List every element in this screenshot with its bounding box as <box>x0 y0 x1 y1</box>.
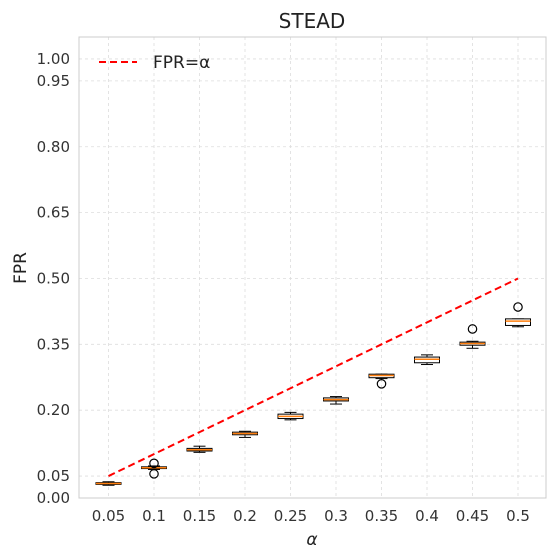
x-tick-label: 0.5 <box>506 507 530 525</box>
box-outlier <box>149 458 159 469</box>
x-tick-label: 0.1 <box>142 507 166 525</box>
x-tick-label: 0.05 <box>92 507 125 525</box>
box-0.45 <box>459 324 486 349</box>
x-tick-label: 0.15 <box>183 507 216 525</box>
boxes <box>95 302 531 486</box>
x-tick-label: 0.4 <box>415 507 439 525</box>
legend: FPR=α <box>99 53 210 73</box>
y-tick-label: 0.35 <box>37 335 70 353</box>
reference-line <box>108 277 519 477</box>
box-0.2 <box>232 430 258 438</box>
box-0.25 <box>277 411 304 421</box>
plot-frame <box>78 36 547 499</box>
x-tick-label: 0.3 <box>324 507 348 525</box>
y-tick-label: 0.20 <box>37 401 70 419</box>
y-tick-label: 1.00 <box>37 50 70 68</box>
box-0.05 <box>95 481 122 486</box>
box-outlier <box>513 302 523 312</box>
x-tick-label: 0.2 <box>233 507 257 525</box>
y-tick-label: 0.05 <box>37 467 70 485</box>
box-outlier <box>149 469 159 479</box>
x-tick-label: 0.25 <box>274 507 307 525</box>
x-tick-labels: 0.05 0.1 0.15 0.2 0.25 0.3 0.35 0.4 0.45 0.5 <box>92 507 530 525</box>
box-outlier <box>467 324 478 334</box>
y-tick-label: 0.95 <box>37 72 70 90</box>
box-0.3 <box>323 396 349 405</box>
x-tick-label: 0.35 <box>365 507 398 525</box>
box-0.35 <box>368 373 395 389</box>
box-iqr <box>505 318 531 326</box>
y-tick-labels: 0.00 0.05 0.20 0.35 0.50 0.65 0.80 0.95 1.00 <box>37 50 70 507</box>
box-0.15 <box>186 445 213 453</box>
y-tick-label: 0.00 <box>37 489 70 507</box>
y-tick-label: 0.65 <box>37 204 70 222</box>
chart-title: STEAD <box>279 9 346 33</box>
y-axis-title: FPR <box>11 252 31 284</box>
box-outlier <box>376 379 387 389</box>
box-0.5 <box>505 302 531 328</box>
grid <box>79 37 546 499</box>
y-tick-label: 0.50 <box>37 269 70 287</box>
box-0.1 <box>141 458 167 479</box>
legend-label: FPR=α <box>153 53 210 73</box>
x-axis-title: α <box>306 530 317 550</box>
box-0.4 <box>414 354 440 366</box>
y-tick-label: 0.80 <box>37 138 70 156</box>
reference-line-group <box>108 277 519 477</box>
x-tick-label: 0.45 <box>456 507 489 525</box>
